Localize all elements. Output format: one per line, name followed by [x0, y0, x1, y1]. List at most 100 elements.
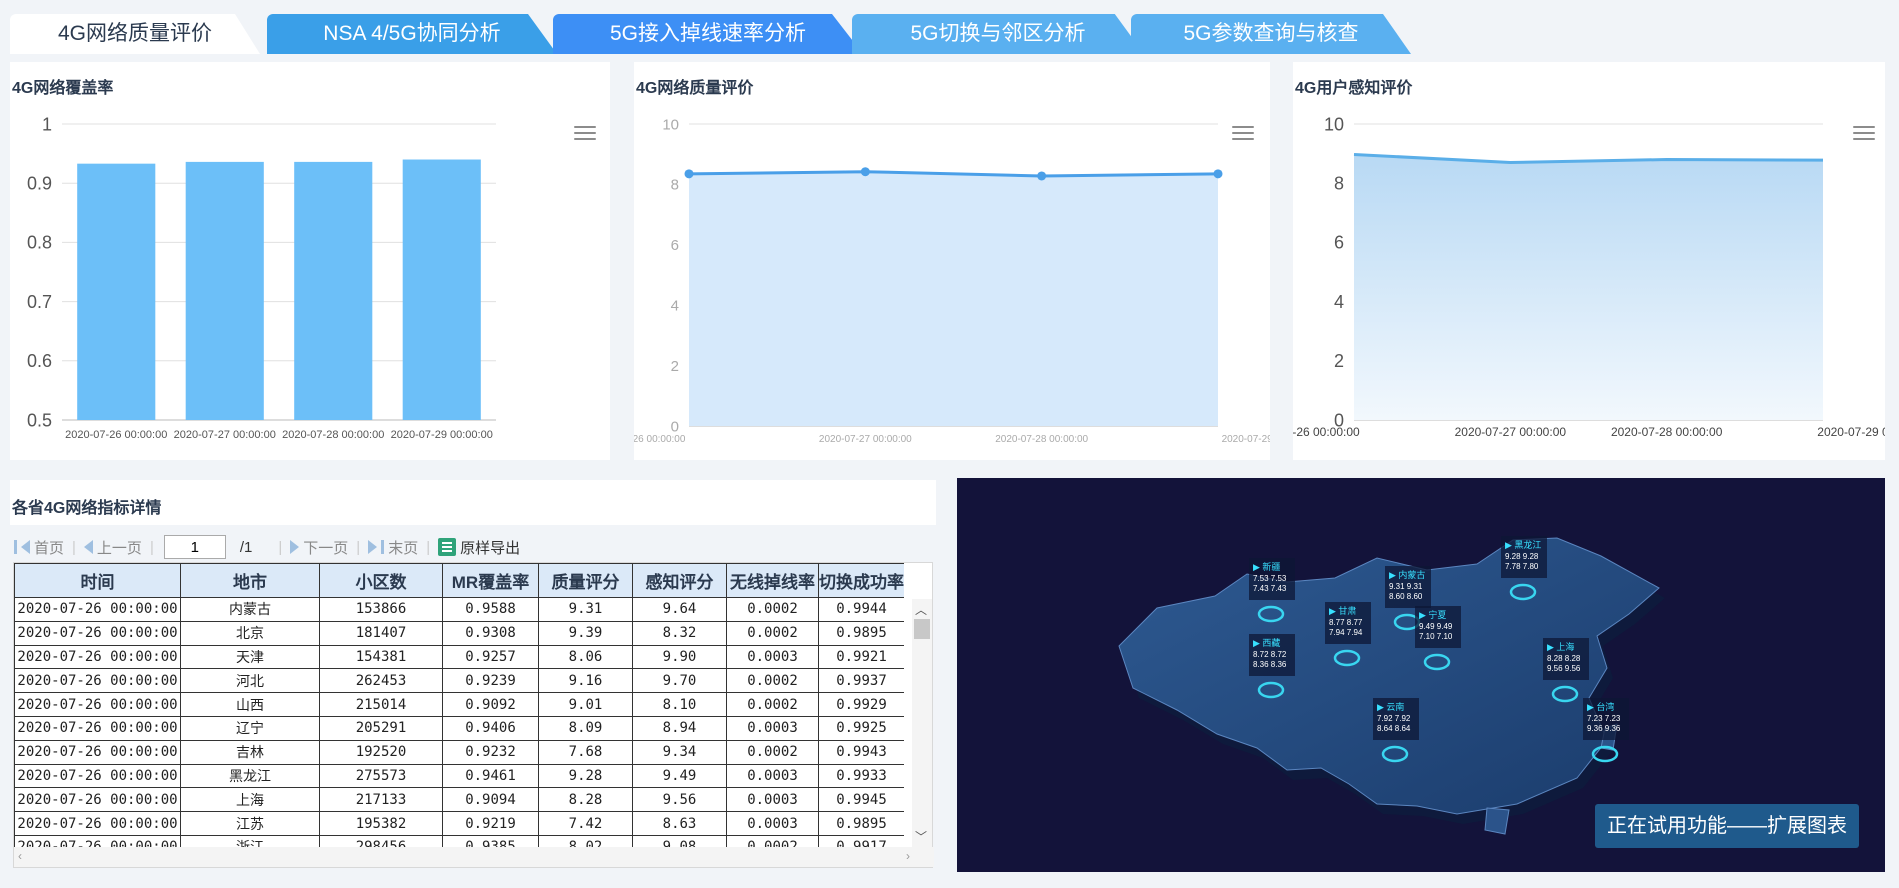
panel-title: 4G网络覆盖率	[12, 80, 114, 97]
tab-label: 5G接入掉线速率分析	[609, 22, 806, 45]
table-cell: 0.9933	[818, 763, 904, 789]
data-point	[684, 169, 694, 179]
table-row[interactable]: 2020-07-26 00:00:00 北京 181407 0.9308 9.39 8.3…	[14, 620, 904, 646]
table-row[interactable]: 2020-07-26 00:00:00 内蒙古 153866 0.9588 9.31 9.…	[14, 597, 904, 622]
y-tick-label: 10	[1324, 114, 1344, 134]
panel-title: 4G用户感知评价	[1295, 80, 1413, 97]
table-cell: 0.9943	[818, 739, 904, 765]
column-header[interactable]: 感知评分	[632, 563, 727, 598]
table-cell: 8.28	[538, 787, 633, 813]
y-tick-label: 0.7	[27, 292, 52, 312]
vertical-scrollbar[interactable]: ︿ ﹀	[912, 599, 932, 847]
column-header[interactable]: 切换成功率	[818, 563, 904, 598]
column-header[interactable]: 地市	[180, 563, 320, 598]
x-tick-label: 2020-07-27 00:00:00	[819, 434, 912, 445]
table-cell: 0.9944	[818, 597, 904, 622]
map-region-label: ▶ 上海 8.28 8.289.56 9.56	[1543, 638, 1589, 703]
table-row[interactable]: 2020-07-26 00:00:00 黑龙江 275573 0.9461 9.28 9.…	[14, 763, 904, 789]
column-header[interactable]: 质量评分	[538, 563, 633, 598]
column-header[interactable]: 小区数	[319, 563, 443, 598]
table-cell: 7.42	[538, 811, 633, 836]
chart-menu-icon[interactable]	[1232, 126, 1254, 142]
tab-5g-handover[interactable]: 5G切换与邻区分析	[852, 14, 1144, 54]
region-value: 8.77 8.77	[1329, 618, 1363, 627]
region-ring	[1333, 649, 1361, 667]
table-cell: 2020-07-26 00:00:00	[14, 715, 181, 741]
chart-menu-icon[interactable]	[574, 126, 596, 142]
scroll-left-icon[interactable]: ‹	[18, 849, 22, 863]
table-cell: 7.68	[538, 739, 633, 765]
table-cell: 0.9385	[442, 834, 539, 847]
table-header-row: 时间 地市 小区数 MR覆盖率 质量评分 感知评分 无线掉线率 切换成功率	[14, 563, 904, 598]
trial-banner[interactable]: 正在试用功能——扩展图表	[1595, 804, 1859, 848]
series-line	[1353, 152, 1824, 164]
table-cell: 0.0002	[726, 739, 819, 765]
region-value: 7.10 7.10	[1419, 632, 1453, 641]
table-row[interactable]: 2020-07-26 00:00:00 天津 154381 0.9257 8.06 9.9…	[14, 644, 904, 670]
table-cell: 9.28	[538, 763, 633, 789]
table-cell: 192520	[319, 739, 443, 765]
column-header[interactable]: MR覆盖率	[442, 563, 539, 598]
table-row[interactable]: 2020-07-26 00:00:00浙江2984560.93858.029.0…	[14, 834, 904, 847]
table-cell: 9.34	[632, 739, 727, 765]
y-tick-label: 1	[42, 114, 52, 134]
y-tick-label: 0.6	[27, 351, 52, 371]
x-tick-label: 2020-07-28 00:00:00	[1611, 425, 1723, 439]
horizontal-scrollbar[interactable]: ‹ ›	[14, 847, 934, 867]
last-page-button[interactable]: 末页	[368, 537, 418, 558]
column-header[interactable]: 时间	[14, 563, 181, 598]
perception-area-chart: 0 2 4 6 8 10 2020-07-26 00:00:00 2020-07-27 00:…	[1293, 114, 1885, 439]
table-cell: 9.49	[632, 763, 727, 789]
table-row[interactable]: 2020-07-26 00:00:00 江苏 195382 0.9219 7.42 8.6…	[14, 811, 904, 836]
map-region-label: ▶ 黑龙江 9.28 9.287.78 7.80	[1501, 536, 1547, 601]
x-tick-label: 2020-07-27 00:00:00	[174, 429, 276, 441]
province-table-panel: 各省4G网络指标详情 首页 | 上一页 | /1 | 下一页 | 末页 | 原样…	[10, 480, 936, 868]
table-cell: 2020-07-26 00:00:00	[14, 597, 181, 622]
table-row[interactable]: 2020-07-26 00:00:00 河北 262453 0.9239 9.16 9.7…	[14, 668, 904, 694]
table-cell: 0.9937	[818, 668, 904, 694]
scroll-right-icon[interactable]: ›	[906, 849, 910, 863]
bar	[402, 159, 481, 420]
tab-nsa-collab[interactable]: NSA 4/5G协同分析	[267, 14, 557, 54]
table-cell: 0.9588	[442, 597, 539, 622]
y-tick-label: 0.8	[27, 233, 52, 253]
page-number-input[interactable]	[163, 535, 226, 559]
next-page-button[interactable]: 下一页	[290, 537, 348, 558]
next-page-icon	[290, 540, 300, 554]
table-cell: 0.9094	[442, 787, 539, 813]
table-cell: 9.31	[538, 597, 633, 622]
table-cell: 9.56	[632, 787, 727, 813]
prev-page-button[interactable]: 上一页	[83, 537, 142, 558]
tab-5g-access[interactable]: 5G接入掉线速率分析	[553, 14, 863, 54]
table-row[interactable]: 2020-07-26 00:00:00 山西 215014 0.9092 9.01 8.1…	[14, 692, 904, 717]
region-value: 7.78 7.80	[1505, 562, 1539, 571]
table-row[interactable]: 2020-07-26 00:00:00 吉林 192520 0.9232 7.68 9.3…	[14, 739, 904, 765]
region-ring	[1257, 605, 1285, 623]
table-cell: 0.9219	[442, 811, 539, 836]
export-button[interactable]: 原样导出	[438, 537, 520, 558]
tab-4g-quality[interactable]: 4G网络质量评价	[10, 14, 260, 54]
table-row[interactable]: 2020-07-26 00:00:00 上海 217133 0.9094 8.28 9.5…	[14, 787, 904, 813]
x-tick-label: 2020-07-27 00:00:00	[1455, 425, 1567, 439]
scroll-up-icon[interactable]: ︿	[915, 603, 928, 617]
table-cell: 275573	[319, 763, 443, 789]
table-cell: 0.0002	[726, 692, 819, 717]
region-value: 8.60 8.60	[1389, 592, 1423, 601]
table-cell: 0.0002	[726, 668, 819, 694]
scroll-thumb[interactable]	[914, 619, 930, 639]
region-name: ▶ 新疆	[1253, 561, 1280, 572]
table-cell: 2020-07-26 00:00:00	[14, 668, 181, 694]
coverage-chart-panel: 4G网络覆盖率 0.5 0.6 0.7 0.8 0.9 1 2020-07-26 00:00…	[10, 62, 610, 460]
column-header[interactable]: 无线掉线率	[726, 563, 819, 598]
scroll-down-icon[interactable]: ﹀	[915, 830, 928, 844]
first-page-icon	[14, 540, 17, 554]
chart-menu-icon[interactable]	[1853, 126, 1875, 142]
table-cell: 辽宁	[180, 715, 320, 741]
first-page-button[interactable]: 首页	[14, 537, 64, 558]
area-fill	[1354, 154, 1823, 420]
table-row[interactable]: 2020-07-26 00:00:00 辽宁 205291 0.9406 8.09 8.9…	[14, 715, 904, 741]
table-cell: 2020-07-26 00:00:00	[14, 834, 181, 847]
tab-5g-params[interactable]: 5G参数查询与核查	[1131, 14, 1411, 54]
table-cell: 0.9092	[442, 692, 539, 717]
region-name: ▶ 内蒙古	[1389, 569, 1425, 580]
